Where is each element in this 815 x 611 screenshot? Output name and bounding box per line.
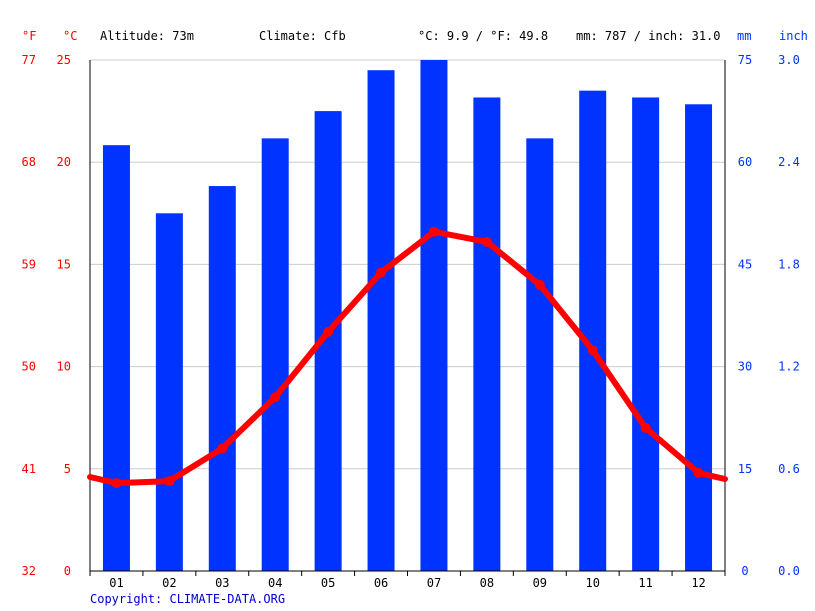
- temperature-point: [428, 226, 439, 237]
- precipitation-bar: [632, 97, 660, 572]
- precipitation-bar: [685, 104, 713, 571]
- celsius-tick-label: 10: [57, 360, 71, 374]
- mm-tick-label: 45: [738, 257, 752, 271]
- mm-tick-label: 30: [738, 360, 752, 374]
- precipitation-bar: [473, 97, 501, 572]
- mm-unit-label: mm: [737, 29, 752, 43]
- temperature-point: [481, 236, 492, 247]
- month-label: 02: [162, 576, 176, 590]
- precipitation-bar: [261, 138, 289, 571]
- precipitation-bar: [102, 145, 130, 571]
- average-temperature-label: °C: 9.9 / °F: 49.8: [418, 29, 549, 43]
- month-label: 01: [109, 576, 123, 590]
- mm-tick-label: 15: [738, 462, 752, 476]
- mm-tick-label: 60: [738, 155, 752, 169]
- inch-tick-label: 3.0: [778, 53, 800, 67]
- temperature-point: [217, 443, 228, 454]
- temperature-point: [640, 422, 651, 433]
- mm-tick-label: 75: [738, 53, 752, 67]
- temperature-line: [87, 228, 728, 487]
- fahrenheit-unit-label: °F: [22, 29, 37, 43]
- celsius-tick-label: 25: [57, 53, 71, 67]
- temperature-point: [111, 478, 122, 489]
- temperature-point: [270, 392, 281, 403]
- climate-label: Climate: Cfb: [259, 29, 346, 43]
- temperature-point: [323, 326, 334, 337]
- celsius-tick-label: 20: [57, 155, 71, 169]
- temperature-point: [693, 467, 704, 478]
- inch-tick-label: 1.8: [778, 257, 800, 271]
- celsius-tick-label: 15: [57, 257, 71, 271]
- month-label: 10: [585, 576, 599, 590]
- fahrenheit-tick-label: 32: [22, 564, 36, 578]
- mm-tick-label: 0: [741, 564, 748, 578]
- month-label: 04: [268, 576, 282, 590]
- inch-tick-label: 1.2: [778, 360, 800, 374]
- precipitation-bar: [420, 60, 448, 571]
- inch-tick-label: 0.6: [778, 462, 800, 476]
- inch-unit-label: inch: [779, 29, 808, 43]
- temperature-point: [164, 476, 175, 487]
- celsius-tick-label: 0: [64, 564, 71, 578]
- precipitation-bar: [367, 70, 395, 571]
- month-label: 11: [638, 576, 652, 590]
- inch-tick-label: 2.4: [778, 155, 800, 169]
- fahrenheit-tick-label: 77: [22, 53, 36, 67]
- month-label: 09: [533, 576, 547, 590]
- fahrenheit-tick-label: 59: [22, 257, 36, 271]
- month-label: 08: [480, 576, 494, 590]
- fahrenheit-tick-label: 41: [22, 462, 36, 476]
- temperature-point: [534, 279, 545, 290]
- month-label: 05: [321, 576, 335, 590]
- temperature-point: [376, 267, 387, 278]
- precipitation-bar: [526, 138, 554, 571]
- month-label: 07: [427, 576, 441, 590]
- celsius-tick-label: 5: [64, 462, 71, 476]
- inch-tick-label: 0.0: [778, 564, 800, 578]
- annual-precipitation-label: mm: 787 / inch: 31.0: [576, 29, 721, 43]
- celsius-unit-label: °C: [63, 29, 78, 43]
- month-label: 06: [374, 576, 388, 590]
- temperature-point: [587, 345, 598, 356]
- month-label: 12: [691, 576, 705, 590]
- month-label: 03: [215, 576, 229, 590]
- fahrenheit-tick-label: 68: [22, 155, 36, 169]
- precipitation-bar: [208, 186, 236, 571]
- precipitation-bar: [155, 213, 183, 572]
- copyright-text: Copyright: CLIMATE-DATA.ORG: [90, 592, 286, 606]
- altitude-label: Altitude: 73m: [100, 29, 194, 43]
- fahrenheit-tick-label: 50: [22, 360, 36, 374]
- precipitation-bar: [579, 90, 607, 571]
